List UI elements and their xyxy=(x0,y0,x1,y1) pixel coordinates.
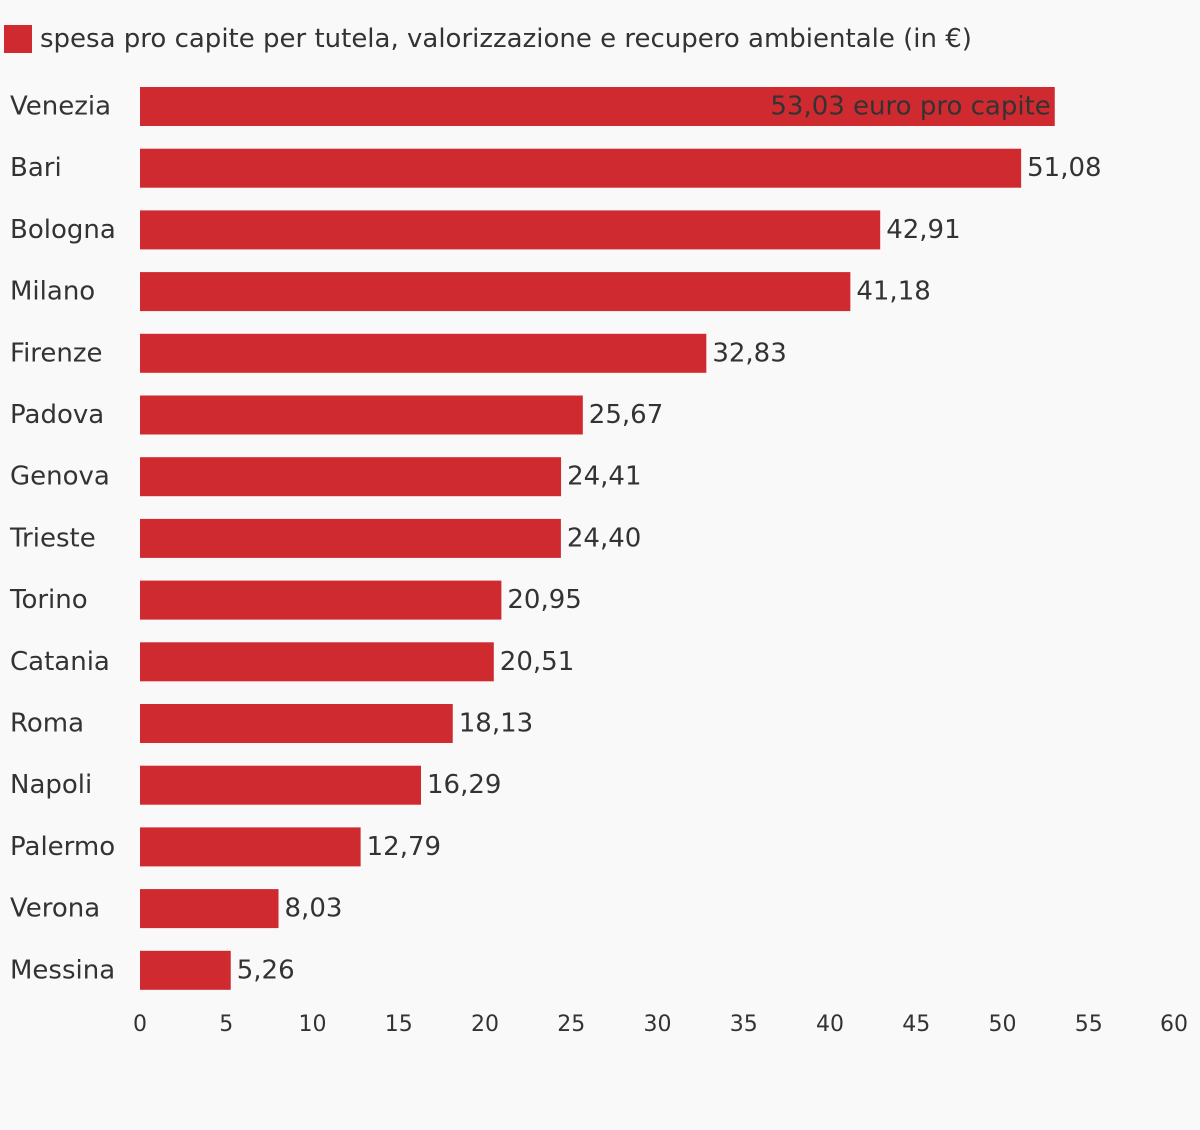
x-tick-label: 45 xyxy=(902,1012,930,1037)
x-tick-label: 30 xyxy=(644,1012,672,1037)
category-label: Bologna xyxy=(10,215,116,245)
value-label: 20,95 xyxy=(507,585,581,615)
category-label: Palermo xyxy=(10,832,115,862)
x-tick-label: 10 xyxy=(299,1012,327,1037)
x-tick-label: 25 xyxy=(557,1012,585,1037)
x-tick-label: 5 xyxy=(219,1012,233,1037)
bar xyxy=(140,518,561,558)
bar xyxy=(140,210,881,250)
value-label: 41,18 xyxy=(856,277,930,307)
value-label: 5,26 xyxy=(237,955,295,985)
bar xyxy=(140,765,422,805)
legend: spesa pro capite per tutela, valorizzazi… xyxy=(4,24,972,54)
bar xyxy=(140,457,562,497)
bar xyxy=(140,272,851,312)
value-label: 25,67 xyxy=(589,400,663,430)
value-label: 32,83 xyxy=(712,338,786,368)
value-label: 24,40 xyxy=(567,523,641,553)
bar xyxy=(140,827,361,867)
x-tick-label: 60 xyxy=(1160,1012,1188,1037)
category-label: Bari xyxy=(10,153,62,183)
category-label: Padova xyxy=(10,400,104,430)
x-tick-label: 35 xyxy=(730,1012,758,1037)
category-labels: Venezia Bari Bologna Milano Firenze Padova Gen… xyxy=(9,92,116,986)
bar xyxy=(140,87,1055,126)
value-label: 8,03 xyxy=(285,894,343,924)
legend-swatch xyxy=(4,25,32,53)
value-label: 24,41 xyxy=(567,462,641,492)
value-label: 42,91 xyxy=(886,215,960,245)
value-label: 53,03 euro pro capite xyxy=(770,92,1050,122)
legend-label: spesa pro capite per tutela, valorizzazi… xyxy=(40,24,972,54)
x-tick-label: 15 xyxy=(385,1012,413,1037)
bar xyxy=(140,642,494,682)
x-tick-label: 0 xyxy=(133,1012,147,1037)
value-label: 12,79 xyxy=(367,832,441,862)
category-label: Torino xyxy=(9,585,88,615)
x-tick-label: 20 xyxy=(471,1012,499,1037)
value-label: 20,51 xyxy=(500,647,574,677)
bar xyxy=(140,395,583,435)
category-label: Genova xyxy=(10,462,110,492)
category-label: Messina xyxy=(10,955,115,985)
value-label: 16,29 xyxy=(427,770,501,800)
x-tick-label: 40 xyxy=(816,1012,844,1037)
bar xyxy=(140,950,231,990)
bar xyxy=(140,333,707,373)
category-label: Trieste xyxy=(9,523,96,553)
category-label: Napoli xyxy=(10,770,92,800)
category-label: Venezia xyxy=(10,92,111,122)
category-label: Verona xyxy=(10,894,100,924)
x-tick-label: 55 xyxy=(1075,1012,1103,1037)
bar xyxy=(140,704,453,743)
category-label: Milano xyxy=(10,277,95,307)
value-labels: 53,03 euro pro capite 51,08 42,91 41,18 32,8… xyxy=(237,92,1102,986)
category-label: Roma xyxy=(10,709,84,739)
value-label: 18,13 xyxy=(459,709,533,739)
category-label: Firenze xyxy=(10,338,103,368)
value-label: 51,08 xyxy=(1027,153,1101,183)
bar xyxy=(140,580,502,620)
bar xyxy=(140,889,279,929)
bars xyxy=(140,87,1055,990)
bar xyxy=(140,148,1022,188)
category-label: Catania xyxy=(10,647,110,677)
x-axis-ticks: 0 5 10 15 20 25 30 35 40 45 50 55 60 xyxy=(133,1012,1188,1037)
x-tick-label: 50 xyxy=(989,1012,1017,1037)
